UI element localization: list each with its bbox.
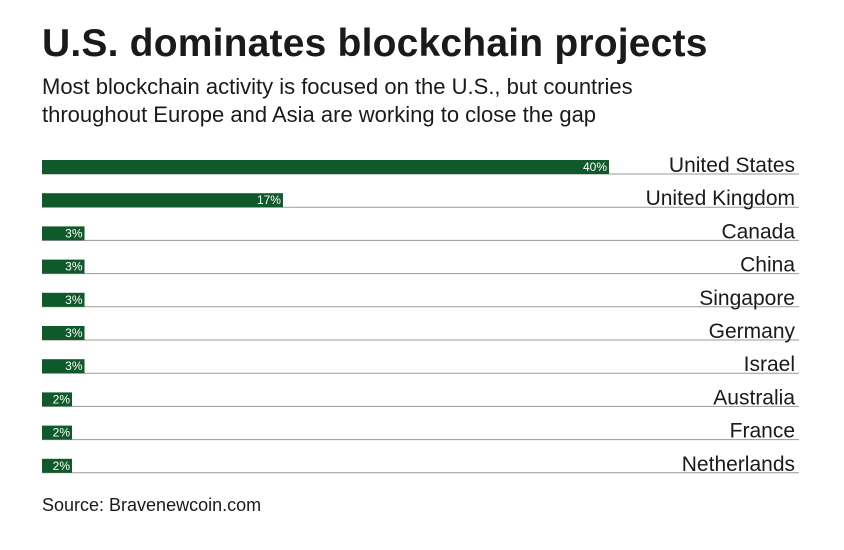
category-label: Australia [713,386,795,409]
category-label: China [740,254,795,277]
bar [42,458,72,473]
chart-subtitle: Most blockchain activity is focused on t… [42,73,822,129]
bar [42,359,85,374]
category-label: Germany [709,320,796,343]
bar-value-label: 3% [65,260,83,274]
bar [42,193,283,208]
category-label: Canada [721,220,795,243]
subtitle-line-1: Most blockchain activity is focused on t… [42,74,633,99]
bar-value-label: 3% [65,359,83,373]
bar [42,392,72,407]
bar-value-label: 40% [583,160,607,174]
bar-value-label: 2% [53,426,71,440]
category-label: Israel [744,353,795,376]
bar-value-label: 3% [65,293,83,307]
bar [42,425,72,440]
chart-title: U.S. dominates blockchain projects [42,22,708,65]
bar-value-label: 17% [257,193,281,207]
subtitle-line-2: throughout Europe and Asia are working t… [42,102,597,127]
bar [42,326,85,340]
bar-value-label: 2% [53,392,71,406]
bar-value-label: 3% [65,326,83,340]
category-label: Netherlands [682,453,795,476]
category-label: United States [669,154,795,177]
bar [42,226,85,241]
bar [42,292,85,307]
category-label: United Kingdom [646,187,795,210]
category-label: Singapore [699,287,795,310]
bar-value-label: 3% [65,226,83,240]
bar [42,259,85,274]
bar [42,160,609,174]
category-label: France [730,420,795,443]
source-note: Source: Bravenewcoin.com [42,495,262,515]
bar-value-label: 2% [53,459,71,473]
